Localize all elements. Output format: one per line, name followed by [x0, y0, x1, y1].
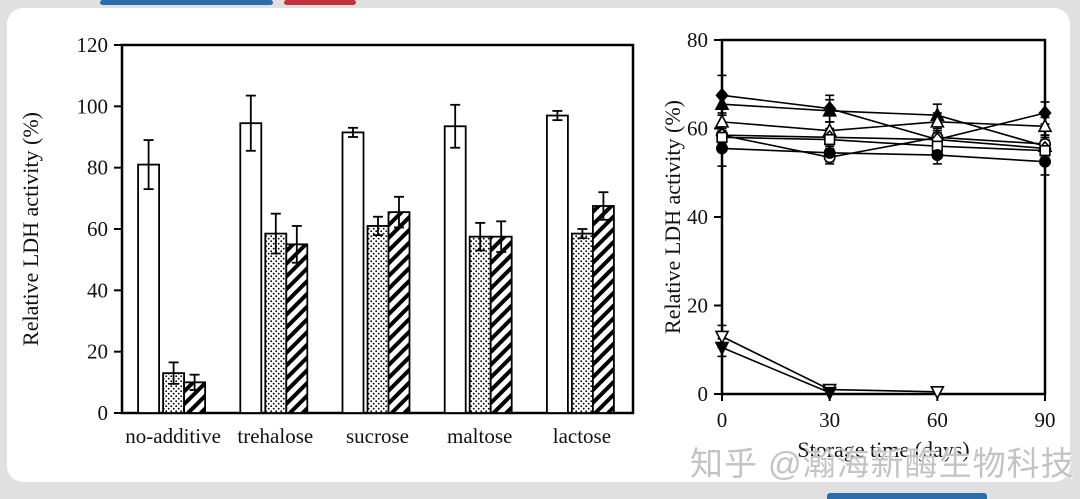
bar-chart-ldh-additives: 0 20 40 60 80 100 120 Relative LDH activity (%)… [18, 33, 635, 448]
line-x-axis-title: Storage time (days) [797, 437, 969, 462]
bar-trehalose-open-bar [239, 122, 263, 414]
bar-sucrose-open-bar [341, 131, 365, 414]
open-square-marker [824, 133, 836, 146]
category-label: lactose [553, 424, 611, 448]
series-line-open-diamond [721, 134, 1046, 150]
bar-maltose-hatched-bar [489, 235, 513, 414]
filled-circle-marker [823, 146, 836, 159]
filled-circle-marker [1038, 155, 1051, 168]
filled-triangle-marker [822, 102, 837, 117]
x-tick-label: 0 [717, 408, 728, 432]
y-tick-label: 80 [87, 156, 108, 180]
category-label: no-additive [125, 424, 221, 448]
filled-circle-marker [931, 149, 944, 162]
open-triangle-marker [930, 113, 945, 128]
y-tick-label: 60 [687, 117, 708, 141]
y-tick-label: 40 [687, 205, 708, 229]
y-tick-label: 20 [687, 294, 708, 318]
bar-lactose-open-bar [546, 114, 569, 414]
y-tick-label: 0 [98, 401, 109, 425]
bar-lactose-hatched-bar [592, 205, 615, 414]
category-label: trehalose [237, 424, 313, 448]
y-tick-label: 0 [698, 382, 709, 406]
bar-y-axis-title: Relative LDH activity (%) [18, 112, 43, 346]
line-plot-frame [720, 38, 1047, 396]
open-triangle-marker [1037, 118, 1053, 133]
watermark-zhihu: 知乎 @瀚海新酶生物科技 [690, 445, 1075, 482]
bar-sucrose-dotted-bar [366, 225, 390, 414]
bar-sucrose-hatched-bar [387, 211, 411, 414]
x-tick-label: 90 [1035, 408, 1056, 432]
open-square-marker [716, 131, 728, 143]
line-y-axis-title: Relative LDH activity (%) [660, 100, 685, 334]
bar-no-additive-open-bar [137, 163, 161, 414]
y-tick-label: 40 [87, 278, 108, 302]
filled-triangle-marker [714, 95, 730, 110]
filled-circle-marker [715, 142, 728, 155]
series-line-open-circle [721, 134, 1046, 159]
x-tick-label: 30 [819, 408, 840, 432]
series-line-open-square [721, 136, 1046, 152]
bar-trehalose-hatched-bar [285, 243, 309, 414]
series-line-open-triangle [721, 121, 1046, 132]
y-tick-label: 120 [77, 33, 109, 57]
bar-maltose-dotted-bar [468, 235, 492, 414]
y-tick-label: 100 [77, 94, 109, 118]
open-triangle-marker [714, 113, 730, 128]
filled-down-triangle-marker [714, 341, 730, 356]
y-tick-label: 20 [87, 340, 108, 364]
open-square-marker [1039, 145, 1051, 157]
series-line-open-down-triangle [721, 335, 938, 393]
top-blue-accent-bar [100, 0, 273, 5]
open-down-triangle-marker [930, 385, 945, 401]
bottom-blue-accent-bar [827, 493, 987, 499]
line-chart-ldh-storage-time: 0 20 40 60 80 0 30 60 90 Relative LDH activity (%… [660, 28, 1056, 462]
category-label: sucrose [346, 424, 409, 448]
series-line-filled-down-triangle [721, 346, 830, 394]
series-line-filled-circle [721, 147, 1046, 163]
open-down-triangle-marker [714, 330, 730, 345]
filled-down-triangle-marker [822, 386, 837, 401]
x-tick-label: 60 [927, 408, 948, 432]
bar-lactose-dotted-bar [571, 232, 594, 414]
bar-maltose-open-bar [443, 125, 467, 414]
bar-trehalose-dotted-bar [264, 232, 288, 414]
series-line-filled-triangle [721, 103, 1046, 147]
y-tick-label: 80 [687, 28, 708, 52]
top-red-accent-bar [284, 0, 356, 5]
series-line-filled-diamond [721, 94, 1046, 141]
y-tick-label: 60 [87, 217, 108, 241]
category-label: maltose [447, 424, 512, 448]
